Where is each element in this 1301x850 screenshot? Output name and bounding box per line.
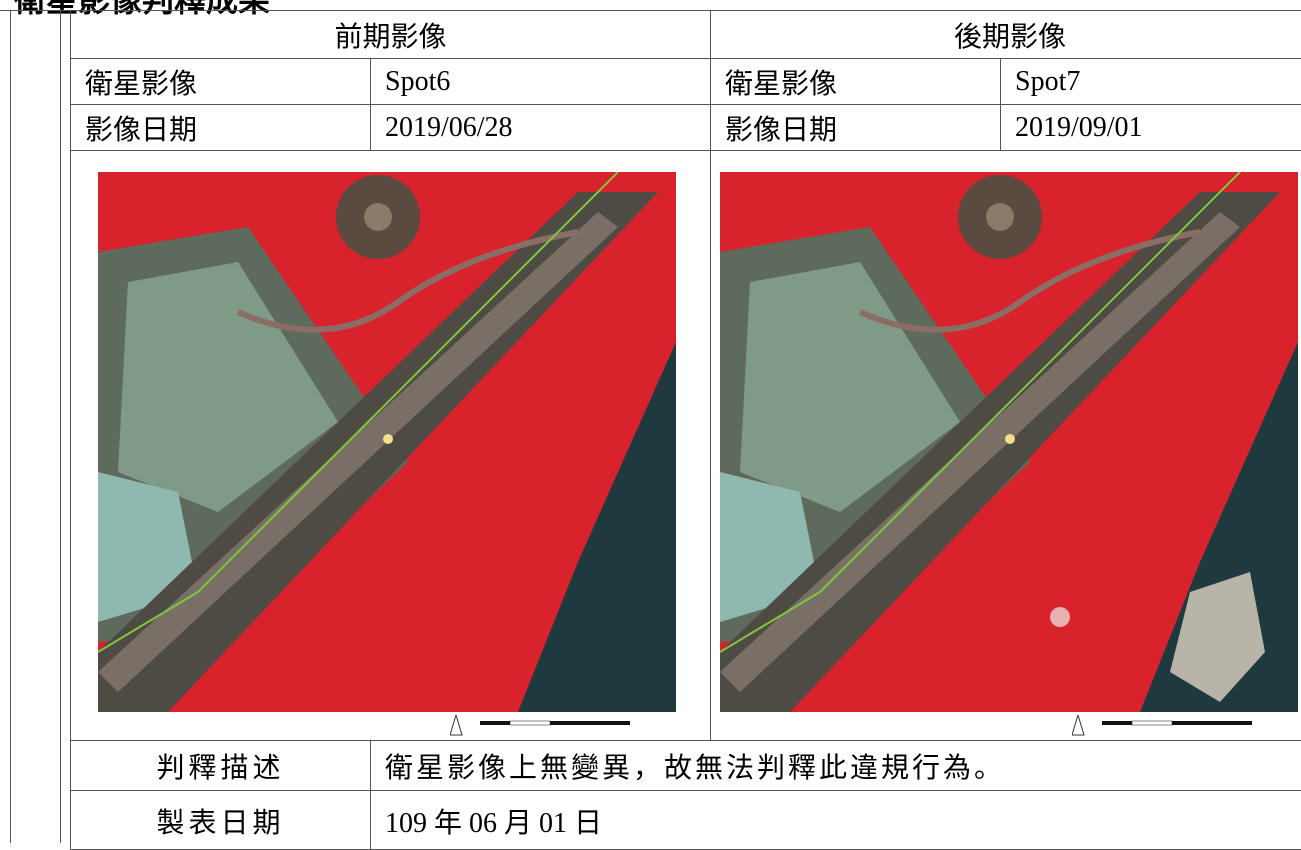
title: 衛星影像判釋成果 xyxy=(14,0,271,18)
header-cell: 後期影像 xyxy=(710,10,1301,59)
rule xyxy=(60,10,61,843)
cell: 判釋描述 xyxy=(70,740,371,791)
cell: Spot7 xyxy=(1000,58,1301,105)
cell: 衛星影像上無變異，故無法判釋此違規行為。 xyxy=(370,740,1301,791)
satellite-image xyxy=(98,172,676,712)
header-cell: 前期影像 xyxy=(70,10,711,59)
cell: Spot6 xyxy=(370,58,711,105)
cell: 2019/06/28 xyxy=(370,104,711,151)
cell: 影像日期 xyxy=(710,104,1001,151)
satellite-image xyxy=(720,172,1298,712)
rule xyxy=(10,10,11,843)
cell: 衛星影像 xyxy=(710,58,1001,105)
cell: 影像日期 xyxy=(70,104,371,151)
cell: 109 年 06 月 01 日 xyxy=(370,790,1301,850)
cell: 衛星影像 xyxy=(70,58,371,105)
cell: 製表日期 xyxy=(70,790,371,850)
scale-bar xyxy=(450,715,631,736)
scale-bar xyxy=(1072,715,1253,736)
cell: 2019/09/01 xyxy=(1000,104,1301,151)
